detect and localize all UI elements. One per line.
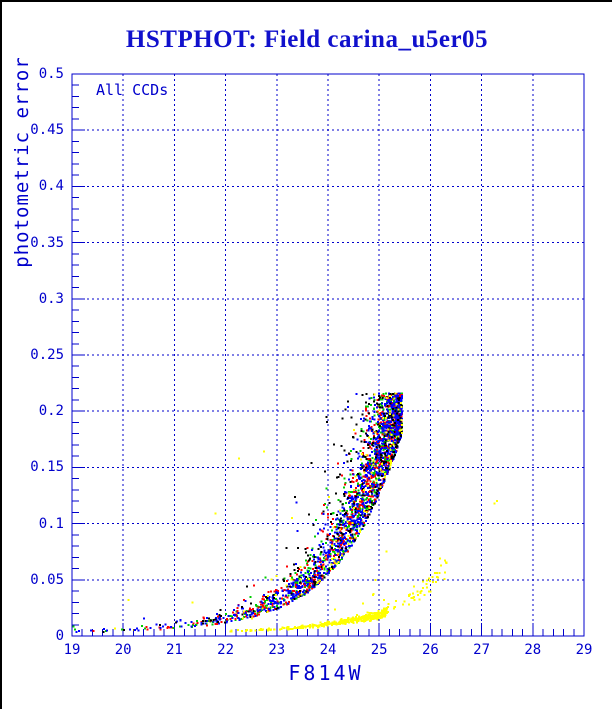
y-tick-label: 0.25 [30, 347, 64, 363]
y-tick-label: 0.1 [38, 515, 64, 532]
y-tick-label: 0.4 [38, 178, 64, 195]
y-tick-label: 0.2 [38, 403, 64, 420]
x-tick-label: 29 [575, 642, 593, 658]
x-tick-label: 21 [165, 642, 183, 658]
series-ccd-blue [75, 392, 404, 633]
x-tick-label: 23 [268, 642, 286, 658]
y-tick-label: 0.45 [30, 122, 64, 139]
x-tick-label: 28 [524, 642, 542, 658]
x-tick-label: 20 [114, 642, 132, 658]
y-tick-label: 0.35 [30, 234, 64, 251]
page-title: HSTPHOT: Field carina_u5er05 [125, 26, 489, 53]
x-tick-label: 26 [421, 642, 439, 658]
y-tick-label: 0.5 [38, 66, 64, 82]
x-tick-label: 19 [63, 642, 81, 658]
series-ccd-yellow-bright [229, 550, 448, 633]
y-tick-label: 0 [55, 628, 64, 644]
gridlines [72, 74, 584, 636]
x-tick-label: 22 [217, 642, 235, 658]
x-axis-label: F814W [288, 661, 364, 685]
y-tick-label: 0.05 [30, 571, 64, 588]
series-ccd-yellow-faint [114, 392, 404, 630]
y-tick-label: 0.3 [38, 290, 64, 307]
x-tick-label: 27 [473, 642, 491, 658]
ccd-annotation: All CCDs [96, 81, 169, 99]
extra-outlier-points [127, 450, 498, 604]
series-ccd-green [72, 392, 404, 633]
y-tick-label: 0.15 [30, 459, 64, 476]
x-tick-label: 25 [370, 642, 388, 658]
x-tick-label: 24 [319, 642, 337, 658]
